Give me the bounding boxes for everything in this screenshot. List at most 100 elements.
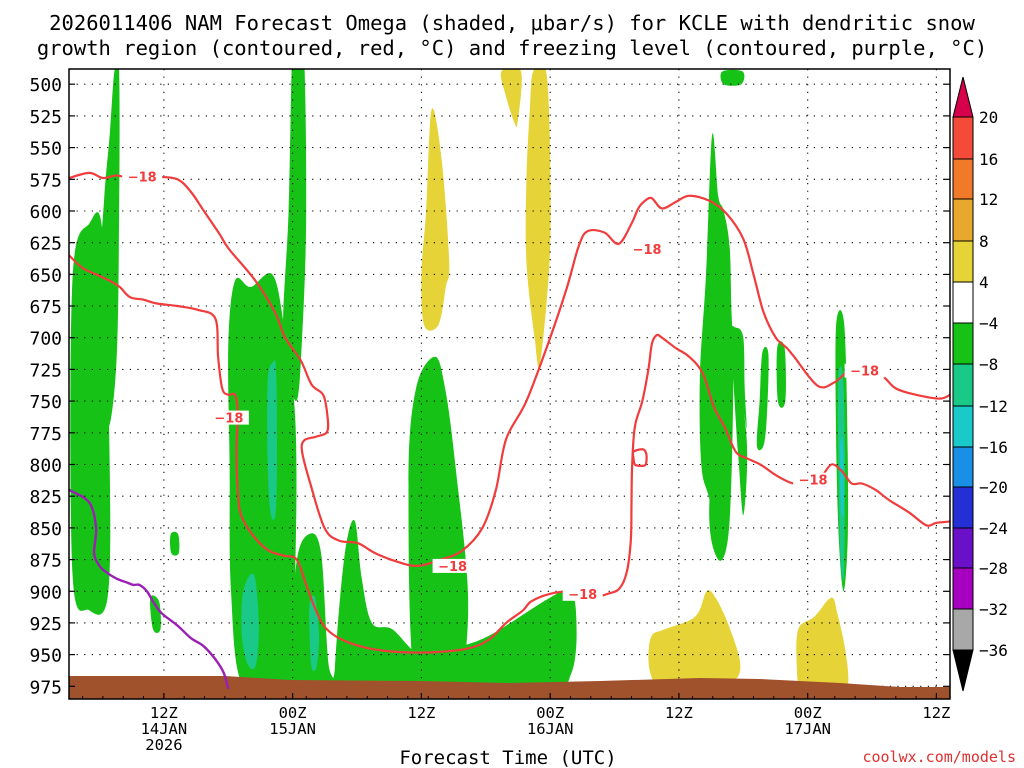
ground-surface [69, 676, 950, 699]
omega-region-12 [720, 69, 745, 86]
dgz-contour-2 [631, 448, 648, 467]
y-tick-label-800: 800 [29, 456, 62, 477]
chart-title-line-2: growth region (contoured, red, °C) and f… [37, 36, 987, 60]
pressure-axis: 500 525 550 575 600 625 650 675 700 725 750 775 800 8… [29, 75, 950, 698]
colorbar-bin-11 [952, 567, 974, 610]
colorbar-bin-7 [952, 405, 974, 448]
colorbar-label-6: −8 [979, 355, 998, 374]
contour-label-bg-5 [562, 586, 603, 601]
contour-label-5: −18 [568, 588, 597, 603]
omega-region-11 [709, 330, 734, 561]
y-tick-label-550: 550 [29, 139, 62, 160]
colorbar-label-12: −32 [979, 600, 1008, 619]
omega-region-24 [648, 590, 741, 691]
x-tick-label-12-2: 2026 [145, 736, 182, 754]
freezing-level [69, 488, 230, 690]
colorbar-bin-0 [952, 116, 974, 160]
omega-region-13 [756, 346, 769, 451]
plot-area: −18 −18 −18 −18 −18 −18 −18 [69, 69, 950, 699]
omega-region-1 [98, 69, 120, 428]
omega-region-7 [330, 519, 577, 691]
contour-label-6: −18 [799, 474, 828, 489]
x-tick-label-107-0: 00Z [794, 704, 822, 722]
omega-region-17 [267, 360, 278, 521]
contour-label-bg-4 [432, 558, 473, 573]
y-tick-label-600: 600 [29, 202, 62, 223]
y-tick-label-925: 925 [29, 614, 62, 635]
contour-label-bg-1 [627, 242, 668, 256]
colorbar-label-7: −12 [979, 397, 1008, 416]
x-tick-label-12-1: 14JAN [141, 720, 188, 738]
dgz-contour-0 [69, 171, 950, 568]
y-tick-label-725: 725 [29, 360, 62, 381]
website-credit: coolwx.com/models [862, 748, 1016, 766]
colorbar-label-5: −4 [979, 314, 998, 333]
contour-label-bg-3 [208, 410, 249, 425]
omega-region-21 [421, 108, 450, 331]
omega-shading [70, 69, 849, 699]
colorbar-label-10: −24 [979, 519, 1008, 538]
dgz-contours: −18 −18 −18 −18 −18 −18 −18 [69, 169, 950, 654]
contour-label-1: −18 [633, 243, 662, 258]
y-tick-label-650: 650 [29, 265, 62, 286]
y-tick-label-975: 975 [29, 677, 62, 698]
chart-title-line-1: 2026011406 NAM Forecast Omega (shaded, μ… [49, 11, 975, 35]
colorbar-label-0: 20 [979, 108, 998, 127]
contour-label-0: −18 [128, 171, 157, 186]
colorbar-label-13: −36 [979, 641, 1008, 660]
omega-region-5 [283, 69, 307, 402]
omega-region-22 [525, 69, 551, 367]
colorbar-bin-5 [952, 322, 974, 365]
omega-region-9 [699, 133, 748, 546]
x-tick-label-88-0: 12Z [665, 704, 693, 722]
y-tick-label-525: 525 [29, 107, 62, 128]
colorbar-bottom-arrow [952, 649, 974, 692]
y-tick-label-500: 500 [29, 75, 62, 96]
colorbar-bin-4 [952, 281, 974, 324]
contour-label-bg-6 [793, 472, 834, 487]
contour-label-3: −18 [214, 412, 243, 427]
x-tick-label-126-0: 12Z [922, 704, 950, 722]
omega-region-25 [796, 597, 849, 692]
x-tick-label-31-0: 00Z [279, 704, 307, 722]
x-tick-label-69-1: 16JAN [527, 720, 574, 738]
x-axis-label: Forecast Time (UTC) [399, 747, 616, 768]
colorbar-bin-9 [952, 486, 974, 529]
colorbar-bin-8 [952, 446, 974, 488]
y-tick-label-700: 700 [29, 329, 62, 350]
contour-label-bg-0 [122, 169, 163, 184]
colorbar-label-9: −20 [979, 478, 1008, 497]
x-tick-label-12-0: 12Z [150, 704, 178, 722]
colorbar-bin-1 [952, 158, 974, 200]
omega-region-8 [408, 356, 469, 699]
colorbar-label-8: −16 [979, 438, 1008, 457]
y-tick-label-775: 775 [29, 424, 62, 445]
colorbar-label-11: −28 [979, 559, 1008, 578]
omega-colorbar: 20 16 12 8 4 −4 −8 −12 −16 −20 −24 −28 −32 −36 [952, 76, 1008, 692]
contour-label-4: −18 [438, 560, 467, 575]
colorbar-label-3: 8 [979, 232, 989, 251]
contour-label-2: −18 [850, 365, 879, 380]
y-tick-label-950: 950 [29, 646, 62, 667]
y-tick-label-850: 850 [29, 519, 62, 540]
contour-label-bg-2 [844, 363, 885, 378]
omega-region-14 [776, 341, 786, 408]
omega-region-2 [150, 595, 161, 634]
x-tick-label-31-1: 15JAN [269, 720, 316, 738]
omega-region-10 [730, 325, 747, 429]
x-tick-label-50-0: 12Z [407, 704, 435, 722]
colorbar-label-2: 12 [979, 190, 998, 209]
y-tick-label-875: 875 [29, 551, 62, 572]
colorbar-bin-10 [952, 527, 974, 569]
omega-region-20 [840, 437, 844, 517]
colorbar-label-1: 16 [979, 150, 998, 169]
freezing-level-line [69, 488, 230, 690]
omega-region-3 [170, 531, 180, 556]
colorbar-bin-3 [952, 240, 974, 283]
y-tick-label-675: 675 [29, 297, 62, 318]
omega-region-16 [241, 573, 259, 670]
y-tick-label-750: 750 [29, 392, 62, 413]
y-tick-label-900: 900 [29, 582, 62, 603]
